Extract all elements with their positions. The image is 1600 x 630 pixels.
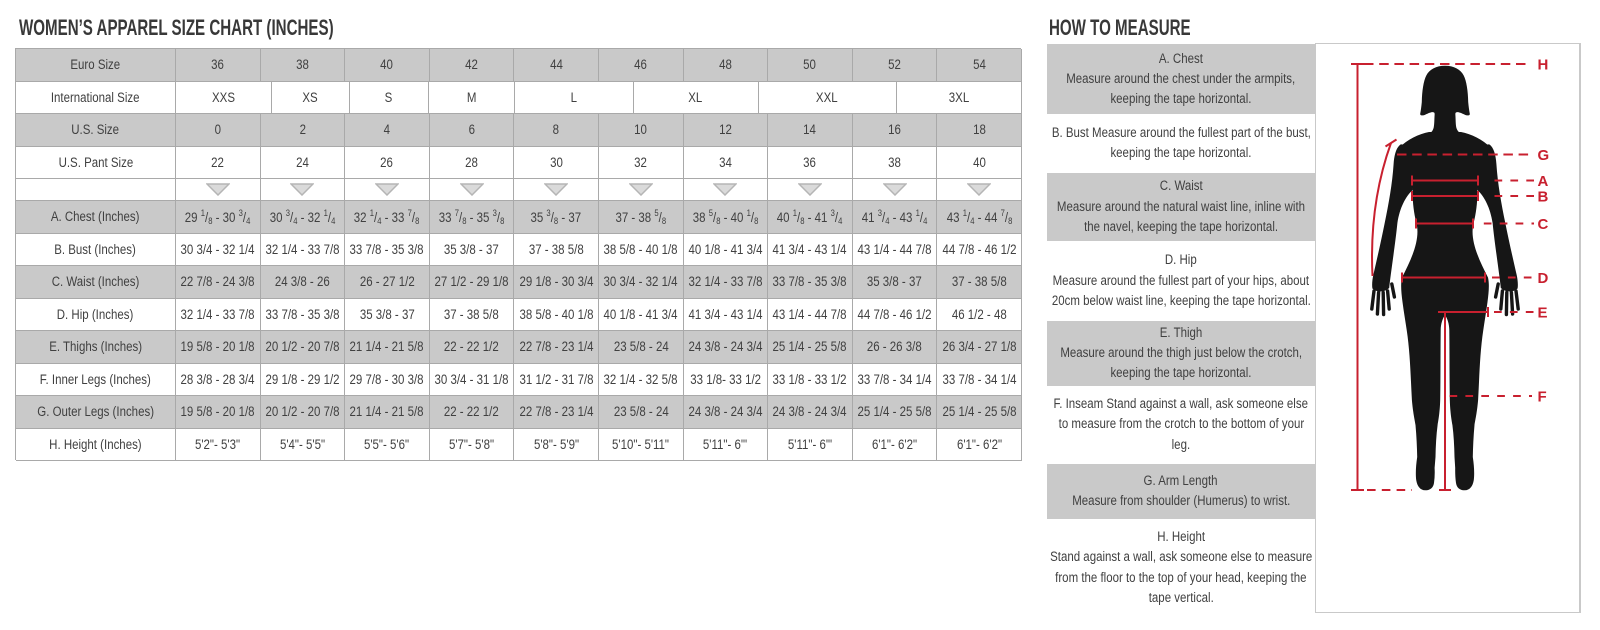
svg-text:H: H [1538,57,1549,74]
svg-text:C: C [1538,216,1549,233]
svg-text:A: A [1538,173,1549,190]
svg-text:D: D [1538,270,1549,287]
svg-text:E: E [1538,305,1548,322]
svg-text:B: B [1538,189,1549,206]
svg-text:G: G [1538,147,1550,164]
svg-text:F: F [1538,389,1547,406]
